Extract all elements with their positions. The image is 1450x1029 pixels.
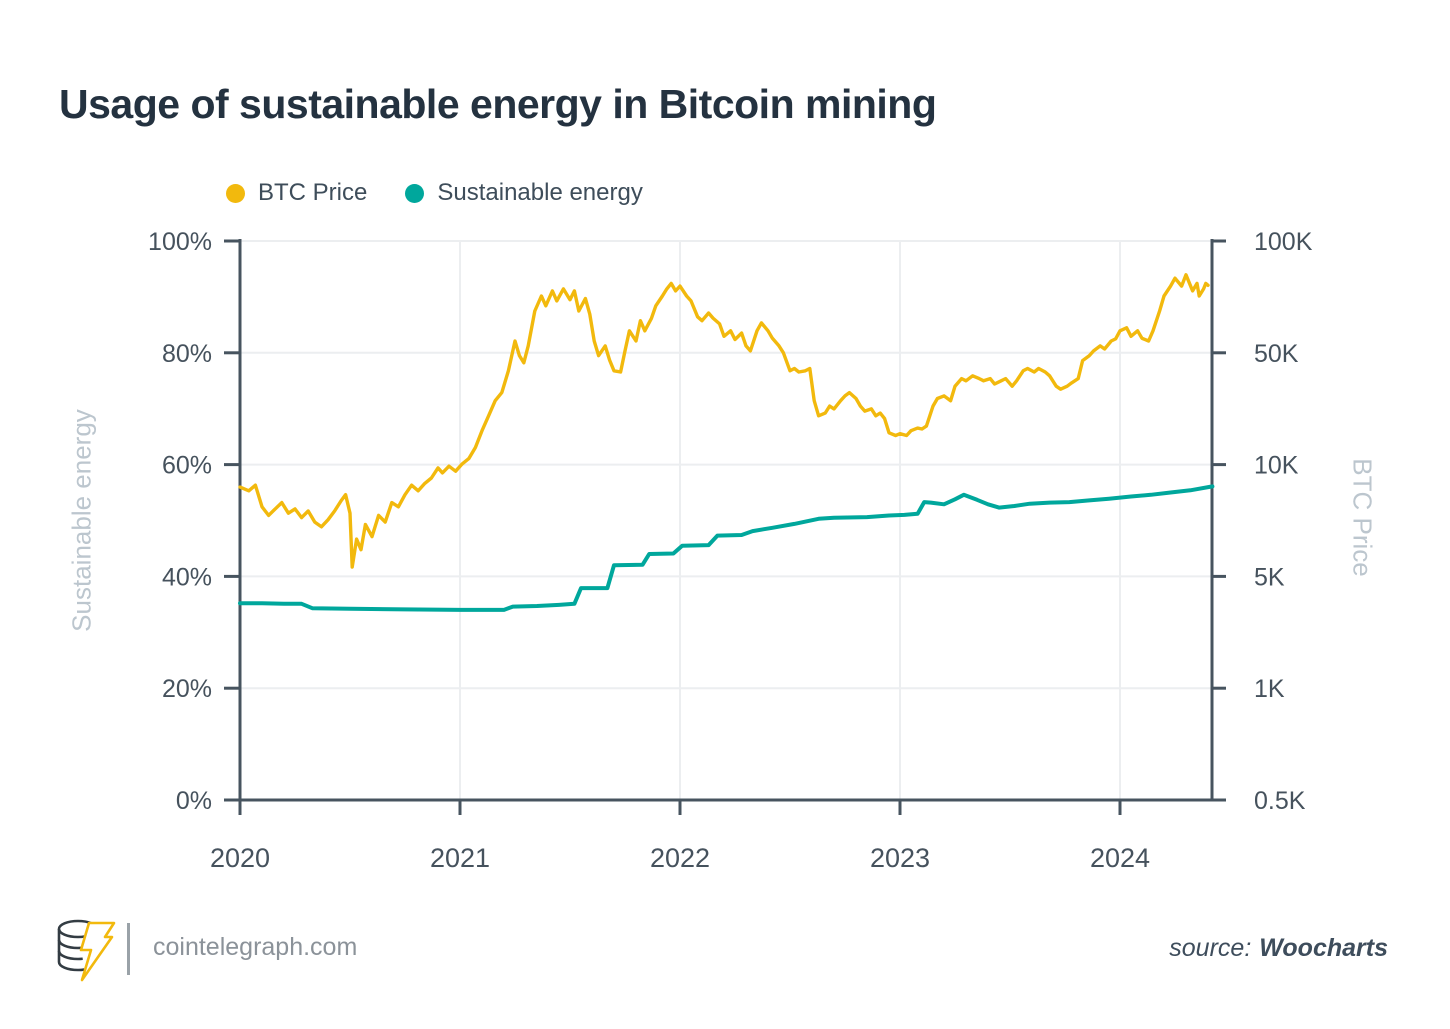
x-axis-tick-label: 2021	[430, 843, 490, 873]
footer-source: source: Woocharts	[1169, 934, 1388, 963]
btc-price-dot-icon	[226, 183, 245, 203]
x-axis-tick-label: 2020	[210, 843, 270, 873]
source-name: Woocharts	[1259, 934, 1388, 962]
left-axis-tick-label: 20%	[162, 675, 212, 703]
coin-stack-icon	[57, 919, 116, 982]
source-prefix: source:	[1169, 934, 1252, 962]
left-axis-tick-label: 0%	[176, 787, 212, 815]
right-axis-tick-label: 100K	[1254, 228, 1313, 256]
legend-item-sustainable-energy: Sustainable energy	[405, 179, 643, 207]
series-line-btc-price	[238, 273, 1210, 569]
legend-item-btc-price: BTC Price	[226, 179, 367, 207]
left-axis-tick-label: 80%	[162, 340, 212, 368]
x-axis-tick-label: 2022	[650, 843, 710, 873]
left-axis-tick-label: 40%	[162, 563, 212, 591]
legend-label-btc-price: BTC Price	[258, 179, 368, 206]
sustainable-energy-dot-icon	[405, 183, 425, 203]
legend-label-sustainable-energy: Sustainable energy	[437, 179, 643, 206]
series-line-sustainable-energy	[238, 484, 1215, 612]
right-axis-tick-label: 5K	[1254, 563, 1285, 591]
page-title: Usage of sustainable energy in Bitcoin m…	[59, 81, 937, 128]
right-axis-tick-label: 0.5K	[1254, 787, 1306, 815]
cointelegraph-logo	[55, 916, 117, 991]
chart-legend: BTC Price Sustainable energy	[226, 178, 681, 208]
footer-site-text: cointelegraph.com	[153, 933, 358, 961]
x-axis-tick-label: 2024	[1090, 843, 1150, 873]
right-axis-tick-label: 1K	[1254, 675, 1285, 703]
left-axis-tick-label: 100%	[148, 228, 212, 256]
left-axis-tick-label: 60%	[162, 452, 212, 480]
lightning-bolt-icon	[79, 921, 116, 982]
right-axis-tick-label: 10K	[1254, 452, 1299, 480]
footer-divider	[127, 923, 130, 975]
x-axis-tick-label: 2023	[870, 843, 930, 873]
right-axis-tick-label: 50K	[1254, 340, 1299, 368]
